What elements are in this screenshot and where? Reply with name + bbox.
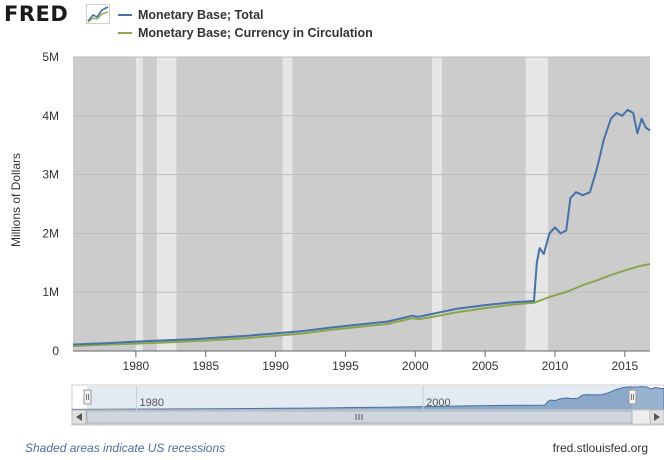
navigator[interactable]: 1980 2000 [71,384,664,426]
navigator-series [71,386,664,411]
series-line-currency[interactable] [72,263,651,347]
legend-item-currency[interactable]: Monetary Base; Currency in Circulation [118,24,373,42]
y-axis-label: Millions of Dollars [9,153,23,247]
navigator-selection[interactable] [87,386,632,410]
y-tick-label: 4M [42,109,59,123]
chevron-left-icon[interactable] [71,409,87,425]
x-tick-label: 1980 [123,359,150,373]
x-tick-label: 2010 [542,359,569,373]
series-line-total[interactable] [72,108,651,346]
navigator-series-area [71,386,664,411]
legend-label-total: Monetary Base; Total [138,8,264,22]
navigator-labels: 1980 2000 [136,386,451,410]
source-link[interactable]: fred.stlouisfed.org [552,441,648,455]
y-tick-label: 2M [42,226,59,240]
recession-bands [135,57,549,351]
y-tick-label: 5M [42,50,59,64]
axes: 0 1M 2M 3M 4M 5M 1980 1985 1990 1995 2000 2005 2010 2… [42,50,650,373]
recession-band [525,57,549,351]
grip-icon [355,414,363,420]
navigator-label: 2000 [426,397,450,409]
legend-label-currency: Monetary Base; Currency in Circulation [138,26,373,40]
navigator-label: 1980 [140,397,164,409]
y-tick-label: 3M [42,168,59,182]
y-tick-label: 0 [52,344,59,358]
legend-item-total[interactable]: Monetary Base; Total [118,6,373,24]
legend-swatch-total [118,14,132,16]
navigator-handle-left[interactable] [83,389,92,405]
fred-logo[interactable]: FRED [4,2,69,26]
recession-band [135,57,143,351]
y-tick-label: 1M [42,285,59,299]
x-tick-label: 1995 [332,359,359,373]
x-tick-label: 2005 [472,359,499,373]
chart-legend: Monetary Base; Total Monetary Base; Curr… [118,6,373,42]
recession-band [432,57,442,351]
grid-lines [73,56,650,293]
x-tick-label: 1985 [192,359,219,373]
recession-note: Shaded areas indicate US recessions [25,441,226,455]
chart-line-icon [86,4,110,24]
recession-band [156,57,177,351]
x-tick-label: 2015 [612,359,639,373]
navigator-handle-right[interactable] [628,389,637,405]
chevron-right-icon[interactable] [649,409,664,425]
recession-band [282,57,293,351]
legend-swatch-currency [118,32,132,34]
x-tick-label: 2000 [402,359,429,373]
x-tick-label: 1990 [262,359,289,373]
series-lines [72,108,651,347]
